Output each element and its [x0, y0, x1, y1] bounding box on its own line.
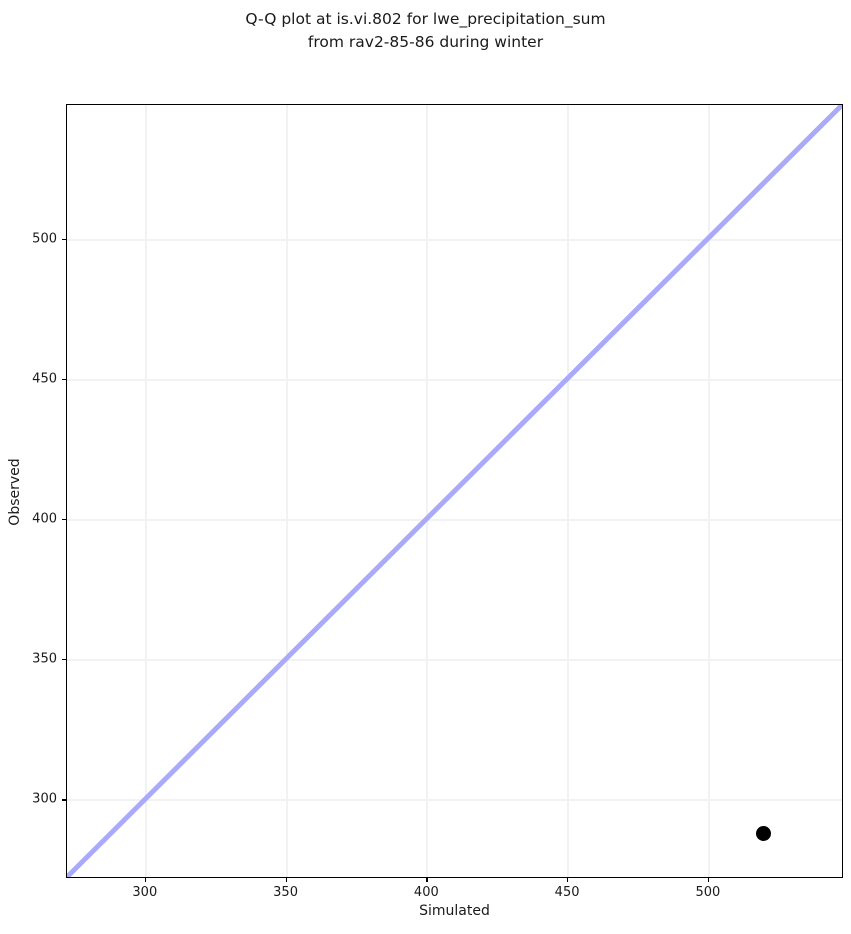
y-axis-label: Observed: [7, 458, 23, 526]
gridline-horizontal: [67, 378, 842, 381]
y-tick-mark: [62, 659, 66, 661]
x-tick-mark: [426, 878, 428, 882]
y-tick-mark: [62, 378, 66, 380]
x-tick-label: 350: [273, 885, 298, 900]
gridline-horizontal: [67, 659, 842, 662]
x-tick-mark: [567, 878, 569, 882]
y-tick-label: 350: [32, 651, 57, 667]
one-to-one-reference-line: [67, 105, 842, 877]
gridline-vertical: [426, 105, 429, 877]
y-tick-label: 450: [32, 371, 57, 387]
gridline-horizontal: [67, 519, 842, 522]
x-axis-label: Simulated: [419, 903, 490, 919]
data-point-marker: [756, 825, 772, 841]
gridline-vertical: [285, 105, 288, 877]
x-tick-mark: [707, 878, 710, 882]
x-tick-label: 450: [554, 885, 580, 900]
y-tick-label: 400: [32, 511, 57, 527]
plot-area: [66, 104, 843, 878]
y-tick-mark: [62, 519, 66, 521]
x-tick-label: 400: [413, 885, 439, 900]
y-tick-mark: [62, 799, 66, 801]
y-tick-mark: [62, 238, 66, 240]
gridline-horizontal: [67, 799, 842, 802]
x-tick-label: 500: [695, 885, 721, 900]
x-tick-mark: [144, 878, 146, 882]
gridline-vertical: [567, 105, 570, 877]
y-tick-label: 500: [32, 231, 57, 247]
y-tick-label: 300: [32, 791, 57, 807]
x-tick-mark: [285, 878, 287, 882]
chart-title: Q-Q plot at is.vi.802 for lwe_precipitat…: [245, 10, 606, 51]
gridline-vertical: [707, 105, 710, 877]
gridline-vertical: [144, 105, 147, 877]
gridline-horizontal: [67, 238, 842, 241]
x-tick-label: 300: [132, 885, 158, 900]
